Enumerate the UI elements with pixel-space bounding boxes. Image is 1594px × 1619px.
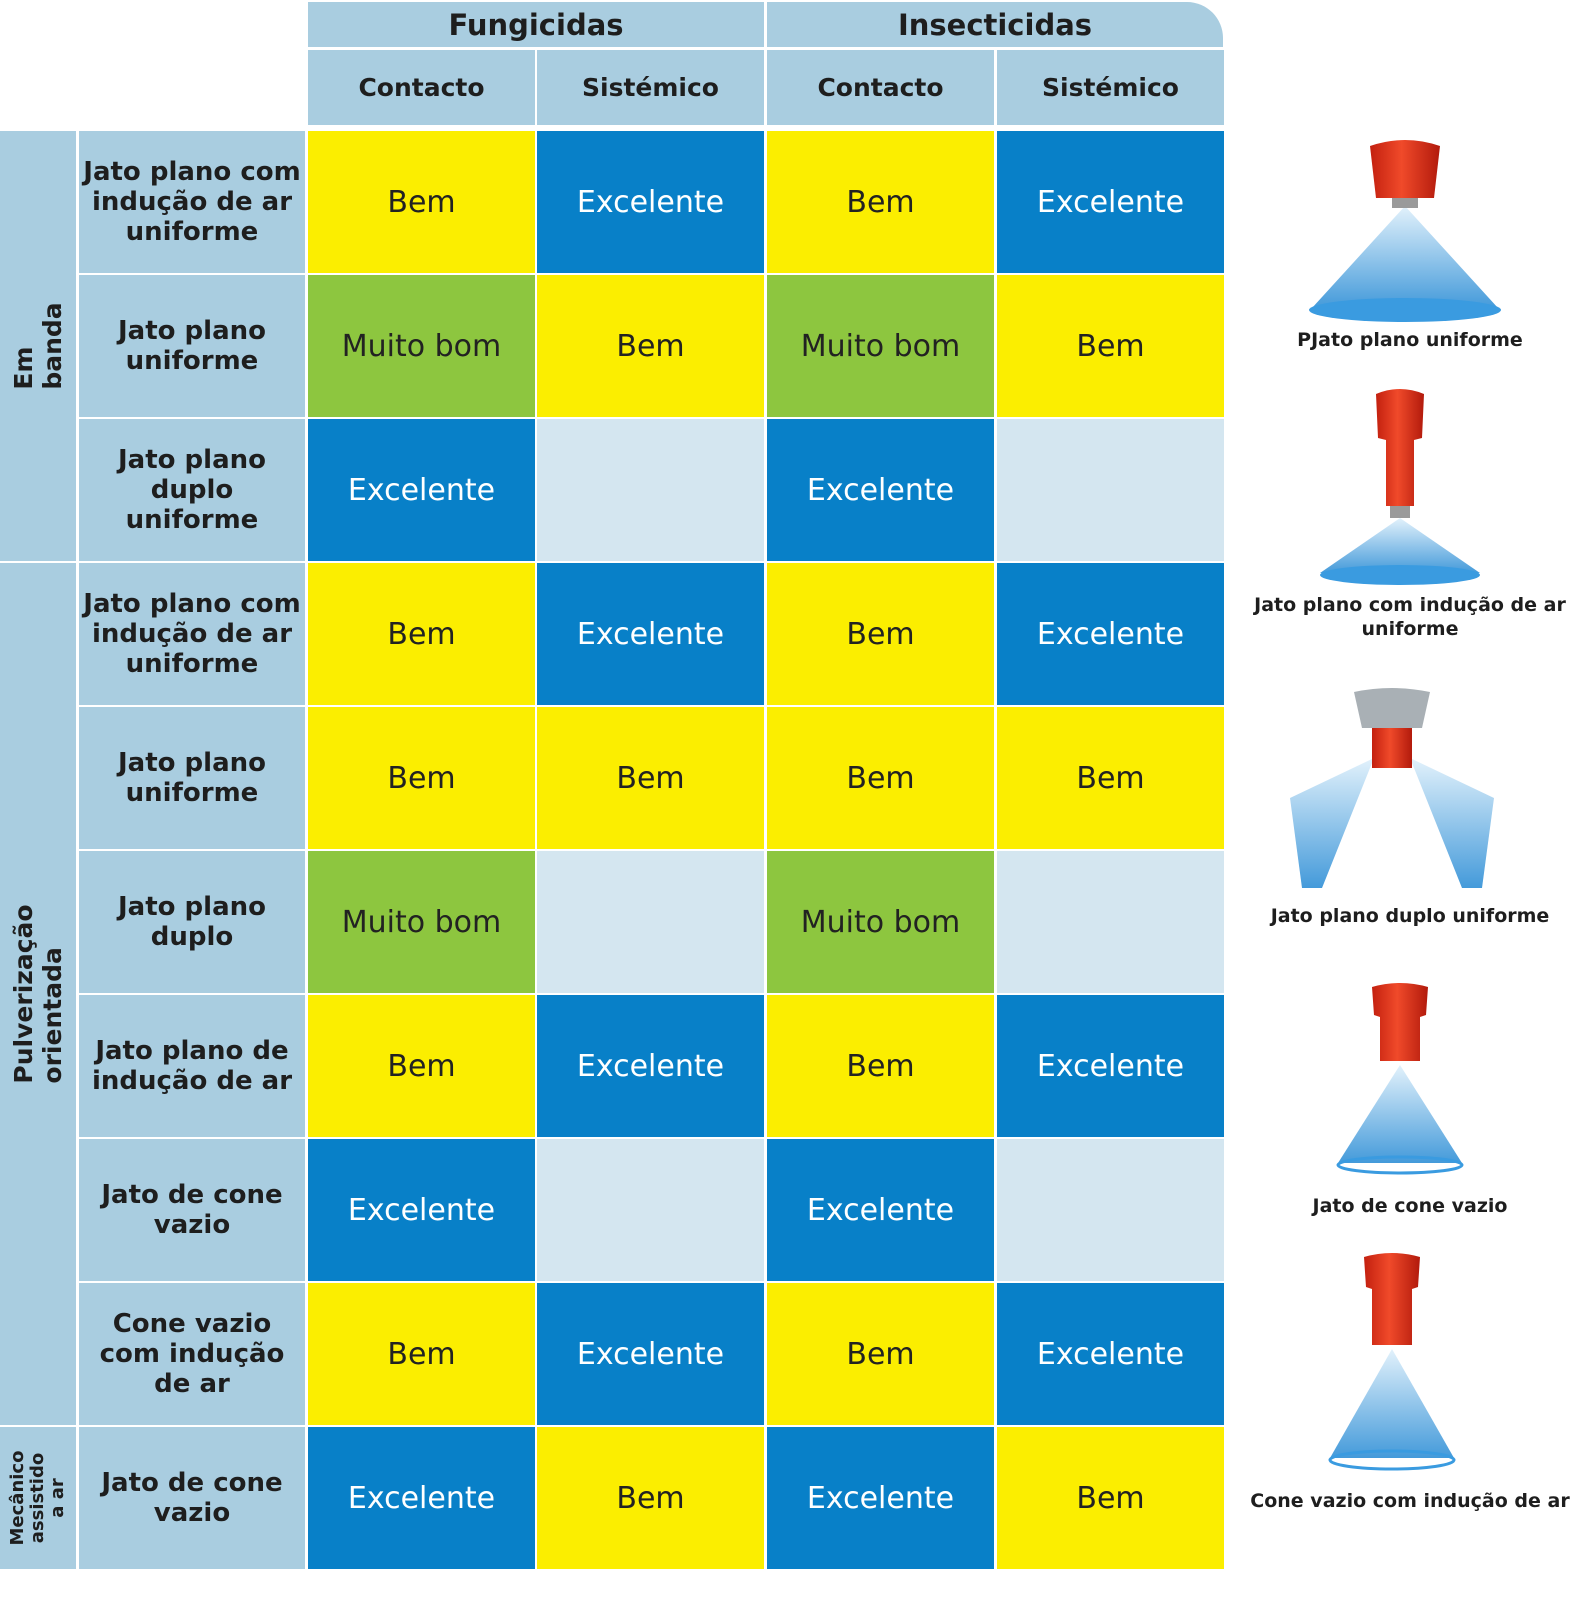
row-group-label: Em banda [9,302,67,390]
rating-cell: Bem [308,995,535,1137]
rating-cell: Bem [767,131,994,273]
rating-cell: Excelente [537,131,764,273]
rating-cell [537,419,764,561]
rating-cell: Excelente [537,1283,764,1425]
header-fungicidas: Fungicidas [308,2,764,47]
nozzle-caption: Cone vazio com indução de ar [1250,1490,1570,1512]
rating-cell: Muito bom [308,851,535,993]
rating-cell [537,1139,764,1281]
rating-cell: Bem [767,707,994,849]
header-insecticidas: Insecticidas [767,2,1223,47]
air-induction-flat-fan-nozzle-icon [1320,389,1480,585]
row-group: Em banda [0,131,76,561]
rating-cell: Excelente [537,995,764,1137]
rating-cell: Bem [308,1283,535,1425]
nozzle-caption: Jato plano com indução de ar uniforme [1254,594,1566,640]
rating-cell: Excelente [767,1427,994,1569]
rating-cell: Bem [308,563,535,705]
rating-cell: Excelente [767,419,994,561]
rating-cell: Excelente [308,1139,535,1281]
rating-cell: Muito bom [767,275,994,417]
rating-cell: Bem [997,1427,1224,1569]
rating-cell: Bem [537,275,764,417]
rating-cell: Excelente [997,131,1224,273]
row-group: Pulverização orientada [0,563,76,1425]
rating-cell: Bem [537,1427,764,1569]
subheader-sistemico: Sistémico [997,50,1224,125]
rating-cell: Excelente [997,995,1224,1137]
rating-cell [997,851,1224,993]
row-label: Jato plano duplo uniforme [79,419,305,561]
rating-cell [997,1139,1224,1281]
rating-cell: Excelente [308,419,535,561]
subheader-contacto: Contacto [308,50,535,125]
row-label: Cone vazio com indução de ar [79,1283,305,1425]
row-label: Jato plano com indução de ar uniforme [79,131,305,273]
nozzle-caption: PJato plano uniforme [1297,329,1523,351]
row-label: Jato plano de indução de ar [79,995,305,1137]
rating-cell: Bem [767,563,994,705]
rating-cell: Bem [997,275,1224,417]
row-group-label: Mecânico assistido a ar [7,1450,68,1546]
flat-fan-nozzle-icon [1309,140,1501,322]
twin-flat-fan-nozzle-icon [1290,688,1494,888]
row-label: Jato plano uniforme [79,275,305,417]
rating-cell: Excelente [537,563,764,705]
rating-cell [537,851,764,993]
row-label: Jato plano duplo [79,851,305,993]
subheader-contacto: Contacto [767,50,994,125]
rating-cell: Bem [997,707,1224,849]
rating-cell: Muito bom [308,275,535,417]
rating-cell: Excelente [767,1139,994,1281]
row-label: Jato de cone vazio [79,1139,305,1281]
rating-cell: Bem [767,995,994,1137]
rating-cell [997,419,1224,561]
rating-cell: Bem [308,131,535,273]
air-induction-hollow-cone-nozzle-icon [1328,1253,1456,1471]
hollow-cone-nozzle-icon [1336,983,1464,1175]
rating-cell: Excelente [997,1283,1224,1425]
rating-cell: Muito bom [767,851,994,993]
row-group-label: Pulverização orientada [9,904,67,1084]
row-label: Jato plano com indução de ar uniforme [79,563,305,705]
row-group: Mecânico assistido a ar [0,1427,76,1569]
rating-cell: Bem [537,707,764,849]
rating-cell: Bem [767,1283,994,1425]
nozzle-caption: Jato de cone vazio [1312,1195,1508,1217]
rating-cell: Excelente [997,563,1224,705]
row-label: Jato plano uniforme [79,707,305,849]
rating-cell: Excelente [308,1427,535,1569]
row-label: Jato de cone vazio [79,1427,305,1569]
nozzle-caption: Jato plano duplo uniforme [1270,905,1550,927]
subheader-sistemico: Sistémico [537,50,764,125]
rating-cell: Bem [308,707,535,849]
